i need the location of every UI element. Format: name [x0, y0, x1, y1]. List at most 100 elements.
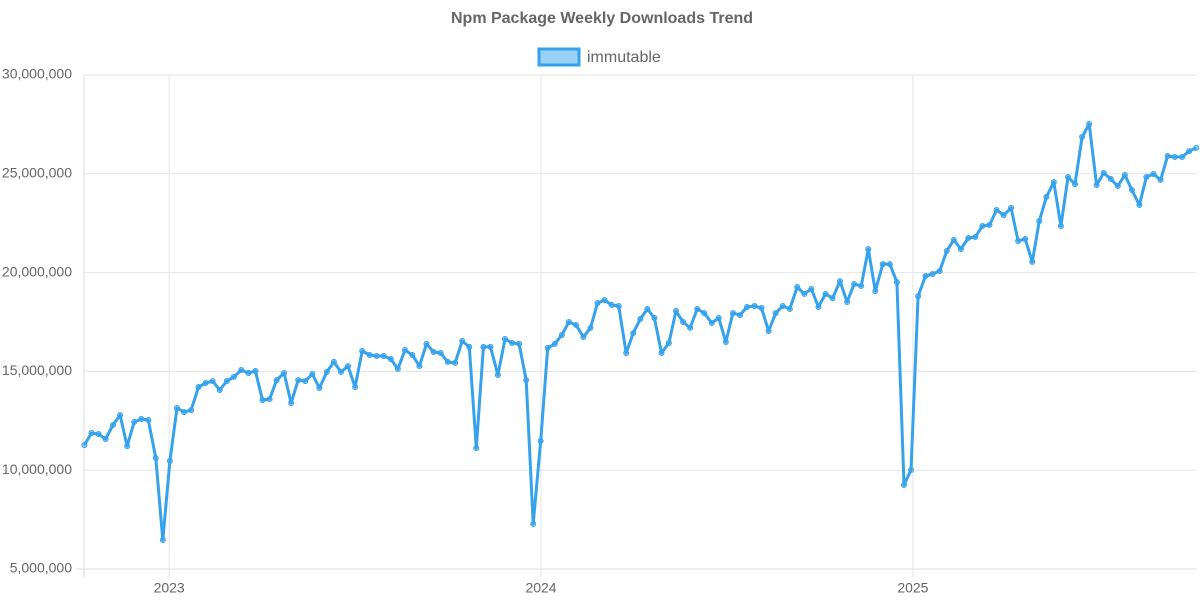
data-point	[516, 340, 523, 347]
data-point	[480, 343, 487, 350]
data-point	[1036, 218, 1043, 225]
data-point	[494, 371, 501, 378]
data-point	[608, 302, 615, 309]
data-point	[452, 359, 459, 366]
y-tick-label: 10,000,000	[2, 461, 72, 477]
data-point	[238, 367, 245, 374]
data-point	[416, 363, 423, 370]
data-point	[779, 302, 786, 309]
data-point	[117, 412, 124, 419]
data-point	[337, 368, 344, 375]
data-point	[551, 340, 558, 347]
data-point	[409, 351, 416, 358]
data-point	[345, 363, 352, 370]
data-point	[680, 319, 687, 325]
data-point	[829, 295, 836, 302]
data-point	[908, 467, 915, 474]
data-point	[359, 348, 366, 355]
data-point	[223, 378, 230, 385]
data-point	[979, 222, 986, 229]
data-point	[1186, 148, 1193, 155]
data-point	[972, 234, 979, 241]
data-point	[580, 334, 587, 341]
data-point	[729, 310, 736, 317]
data-point	[851, 281, 858, 288]
x-tick-label: 2024	[525, 580, 556, 596]
data-point	[1093, 182, 1100, 189]
data-point	[387, 355, 394, 362]
data-point	[394, 366, 401, 373]
data-point	[986, 221, 993, 228]
data-point	[687, 324, 694, 331]
data-point	[273, 377, 280, 384]
data-point	[758, 304, 765, 311]
data-point	[131, 418, 138, 425]
data-point	[1107, 175, 1114, 182]
data-point	[922, 272, 929, 279]
data-point	[124, 443, 131, 450]
data-point	[772, 310, 779, 317]
data-point	[530, 520, 537, 527]
data-point	[637, 316, 644, 323]
data-point	[722, 338, 729, 345]
data-point	[288, 400, 295, 407]
data-point	[872, 287, 879, 294]
data-point	[558, 332, 565, 339]
legend-swatch	[537, 47, 581, 67]
data-point	[765, 328, 772, 335]
data-point	[1121, 171, 1128, 178]
data-point	[929, 270, 936, 277]
data-point	[1050, 179, 1057, 186]
data-point	[900, 482, 907, 489]
data-point	[751, 302, 758, 309]
data-point	[808, 286, 815, 293]
data-point	[651, 315, 658, 322]
data-point	[1100, 170, 1107, 177]
data-point	[323, 368, 330, 375]
data-point	[893, 279, 900, 286]
data-point	[1057, 222, 1064, 229]
x-tick-label: 2025	[897, 580, 928, 596]
y-tick-label: 20,000,000	[2, 263, 72, 279]
data-point	[587, 324, 594, 331]
data-point	[736, 312, 743, 319]
data-point	[594, 300, 601, 307]
x-tick-label: 2023	[154, 580, 185, 596]
data-point	[1029, 258, 1036, 265]
data-point	[352, 384, 359, 391]
data-point	[152, 454, 159, 461]
data-point	[544, 344, 551, 351]
data-point	[1000, 212, 1007, 219]
data-point	[1143, 173, 1150, 180]
data-point	[166, 457, 173, 464]
data-point	[957, 246, 964, 253]
data-point	[1171, 154, 1178, 161]
data-point	[173, 404, 180, 411]
data-point	[202, 380, 209, 387]
data-point	[1086, 121, 1093, 128]
data-point	[259, 397, 266, 404]
data-point	[216, 386, 223, 393]
data-point	[1179, 154, 1186, 161]
data-point	[1136, 202, 1143, 209]
data-point	[623, 350, 630, 357]
data-point	[794, 284, 801, 291]
data-point	[159, 536, 166, 543]
data-point	[195, 384, 202, 391]
data-point	[423, 340, 430, 347]
data-point	[565, 319, 572, 325]
data-point	[644, 305, 651, 312]
data-point	[1128, 187, 1135, 194]
data-point	[1157, 176, 1164, 183]
y-tick-label: 5,000,000	[10, 560, 72, 576]
data-point	[701, 310, 708, 317]
data-point	[915, 293, 922, 300]
data-point	[1043, 193, 1050, 200]
data-point	[601, 297, 608, 304]
data-point	[943, 248, 950, 255]
data-point	[302, 378, 309, 385]
data-point	[181, 409, 188, 416]
data-point	[401, 347, 408, 354]
data-point	[509, 339, 516, 346]
